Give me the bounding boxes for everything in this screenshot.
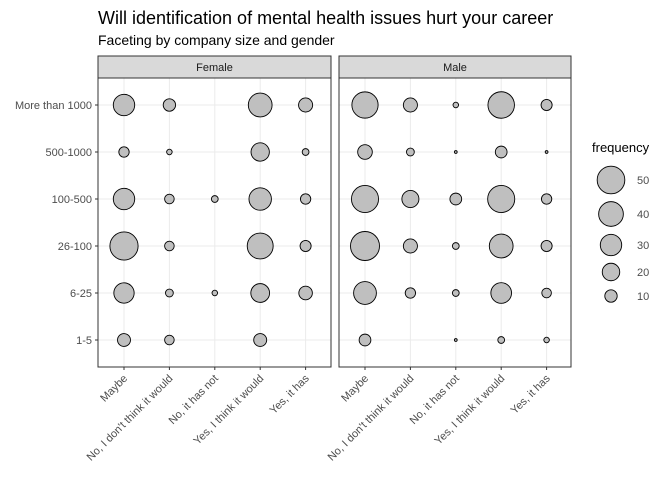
bubble-male-more-than-1000-no-it-has-not (452, 101, 460, 109)
bubble-male-1-5-yes-i-think-it-would (497, 336, 506, 344)
y-tick-label: More than 1000 (15, 100, 92, 112)
bubble-female-100-500-yes-it-has (299, 193, 312, 205)
bubble-female-1-5-no-i-don-t-think-it-would (164, 334, 175, 346)
bubble-female-6-25-maybe (113, 282, 135, 304)
bubble-female-more-than-1000-maybe (112, 93, 136, 117)
x-tick-label: No, I don't think it would (326, 373, 417, 464)
legend-title: frequency (592, 140, 650, 155)
bubble-female-26-100-yes-i-think-it-would (246, 232, 274, 260)
bubble-female-6-25-yes-it-has (298, 285, 313, 301)
y-tick-label: 500-1000 (46, 147, 93, 159)
bubble-male-100-500-yes-i-think-it-would (487, 185, 516, 213)
bubble-male-500-1000-yes-i-think-it-would (494, 145, 508, 159)
bubble-female-500-1000-no-i-don-t-think-it-would (166, 148, 173, 156)
bubble-male-6-25-maybe (353, 281, 377, 305)
x-tick-label: No, I don't think it would (85, 373, 176, 464)
bubble-male-6-25-yes-it-has (541, 287, 552, 299)
legend-key-40 (598, 201, 624, 227)
x-tick-label: Maybe (339, 373, 371, 405)
bubble-male-26-100-maybe (350, 231, 380, 261)
bubble-male-26-100-yes-it-has (540, 240, 553, 252)
bubble-male-26-100-no-it-has-not (451, 242, 460, 250)
bubble-female-100-500-no-i-don-t-think-it-would (164, 193, 175, 205)
bubble-female-26-100-no-i-don-t-think-it-would (164, 240, 175, 252)
bubble-female-500-1000-yes-i-think-it-would (250, 142, 270, 162)
size-legend: frequency 50 40 30 20 10 (592, 140, 650, 303)
legend-key-30 (599, 233, 623, 257)
x-tick-label: Maybe (98, 373, 130, 405)
facet-panels: Female Male (97, 55, 572, 368)
bubble-male-100-500-no-it-has-not (449, 192, 463, 206)
bubble-male-26-100-yes-i-think-it-would (488, 233, 514, 259)
bubble-male-more-than-1000-yes-i-think-it-would (487, 91, 515, 119)
legend-label: 10 (637, 291, 649, 303)
bubble-female-26-100-yes-it-has (299, 240, 312, 252)
bubble-female-more-than-1000-no-i-don-t-think-it-would (162, 98, 177, 112)
y-tick-label: 26-100 (58, 241, 92, 253)
bubble-female-100-500-yes-i-think-it-would (248, 187, 272, 211)
y-tick-label: 1-5 (76, 335, 92, 347)
bubble-male-1-5-no-it-has-not (453, 338, 458, 342)
bubble-female-6-25-yes-i-think-it-would (250, 283, 271, 303)
legend-key-20 (601, 262, 621, 282)
bubble-female-100-500-maybe (112, 187, 136, 211)
bubble-female-26-100-maybe (109, 231, 139, 261)
legend-label: 20 (637, 267, 649, 279)
bubble-male-100-500-yes-it-has (540, 193, 553, 205)
bubble-male-500-1000-no-it-has-not (453, 150, 458, 154)
bubble-female-500-1000-maybe (118, 146, 130, 158)
bubble-female-6-25-no-i-don-t-think-it-would (165, 288, 174, 298)
y-tick-label: 6-25 (70, 288, 92, 300)
bubble-male-100-500-no-i-don-t-think-it-would (401, 190, 420, 208)
bubble-male-100-500-maybe (351, 185, 379, 213)
bubble-female-1-5-yes-i-think-it-would (253, 333, 268, 347)
bubble-female-100-500-no-it-has-not (210, 195, 219, 203)
bubble-female-1-5-maybe (117, 333, 131, 347)
x-tick-label: Yes, it has (268, 372, 312, 416)
y-tick-label: 100-500 (52, 194, 92, 206)
facet-male: Male (338, 55, 572, 368)
facet-female: Female (97, 55, 332, 368)
bubble-male-more-than-1000-yes-it-has (540, 99, 553, 111)
legend-label: 30 (637, 240, 649, 252)
bubble-male-500-1000-maybe (357, 144, 373, 160)
legend-key-50 (596, 165, 626, 195)
bubble-male-500-1000-no-i-don-t-think-it-would (406, 147, 415, 157)
bubble-male-more-than-1000-maybe (351, 91, 379, 119)
bubble-female-more-than-1000-yes-it-has (298, 97, 314, 113)
y-axis: 1-5 6-25 26-100 100-500 500-1000 More than 10… (15, 100, 98, 347)
facet-strip-label: Male (443, 62, 467, 74)
bubble-male-6-25-yes-i-think-it-would (490, 282, 512, 304)
legend-label: 50 (637, 175, 649, 187)
bubble-female-more-than-1000-yes-i-think-it-would (247, 92, 273, 118)
panel-background (339, 78, 571, 367)
facet-strip-label: Female (196, 62, 233, 74)
x-tick-label: Yes, it has (509, 372, 553, 416)
bubble-male-1-5-maybe (358, 333, 372, 347)
panel-border (338, 77, 572, 368)
bubble-male-more-than-1000-no-i-don-t-think-it-would (402, 97, 418, 113)
bubble-male-6-25-no-i-don-t-think-it-would (404, 287, 417, 299)
chart-title: Will identification of mental health iss… (98, 8, 553, 28)
bubble-female-6-25-no-it-has-not (211, 289, 219, 297)
legend-label: 40 (637, 209, 649, 221)
bubble-male-6-25-no-it-has-not (451, 289, 460, 297)
bubble-female-500-1000-yes-it-has (301, 148, 310, 156)
bubble-male-1-5-yes-it-has (543, 336, 550, 344)
bubble-male-26-100-no-i-don-t-think-it-would (402, 238, 418, 254)
chart-subtitle: Faceting by company size and gender (98, 32, 335, 48)
bubble-male-500-1000-yes-it-has (544, 150, 549, 154)
legend-key-10 (604, 289, 618, 303)
